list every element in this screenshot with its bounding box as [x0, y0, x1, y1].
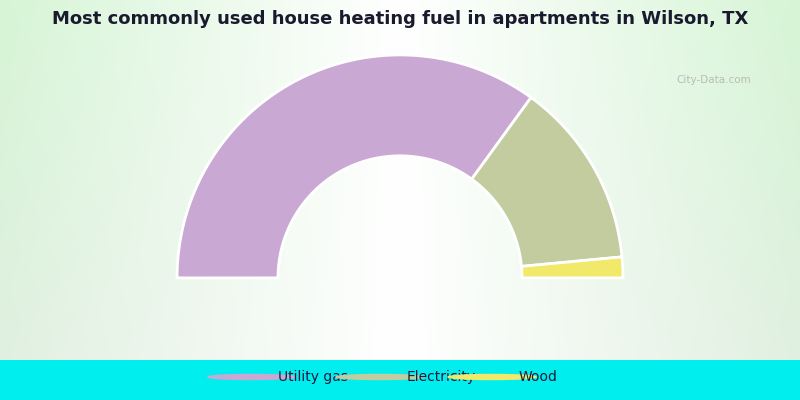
Text: Electricity: Electricity — [406, 370, 475, 384]
Polygon shape — [177, 55, 531, 278]
Circle shape — [448, 374, 536, 380]
Text: Utility gas: Utility gas — [278, 370, 349, 384]
Polygon shape — [522, 257, 623, 278]
Circle shape — [336, 374, 424, 380]
Circle shape — [208, 374, 296, 380]
Text: Most commonly used house heating fuel in apartments in Wilson, TX: Most commonly used house heating fuel in… — [52, 10, 748, 28]
Polygon shape — [472, 98, 622, 266]
Text: Wood: Wood — [518, 370, 558, 384]
Text: City-Data.com: City-Data.com — [676, 75, 750, 85]
